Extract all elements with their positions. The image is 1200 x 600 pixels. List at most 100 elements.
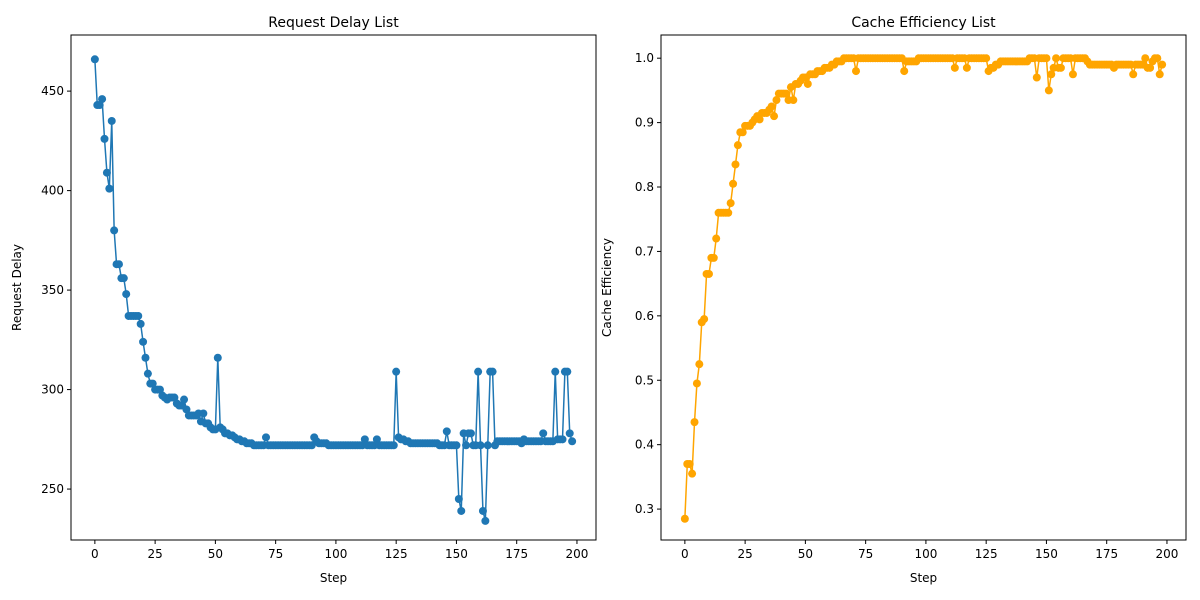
data-point <box>476 441 485 450</box>
y-tick-label: 400 <box>41 184 64 198</box>
y-tick-label: 350 <box>41 283 64 297</box>
data-point <box>1052 54 1061 63</box>
data-point <box>704 269 713 278</box>
data-line <box>684 55 1163 519</box>
data-point <box>139 337 148 346</box>
y-tick-label: 0.9 <box>635 116 654 130</box>
x-tick-label: 150 <box>1035 547 1058 561</box>
data-point <box>558 435 567 444</box>
data-point <box>982 54 991 63</box>
x-tick-label: 125 <box>385 547 408 561</box>
x-tick-label: 50 <box>798 547 813 561</box>
data-point <box>770 112 779 121</box>
data-point <box>1141 54 1150 63</box>
data-point <box>462 441 471 450</box>
data-point <box>98 95 107 104</box>
data-point <box>539 429 548 438</box>
data-point <box>1044 86 1053 95</box>
data-point <box>755 115 764 124</box>
data-point <box>789 96 798 105</box>
data-point <box>466 429 475 438</box>
data-point <box>100 134 109 143</box>
y-axis-label: Cache Efficiency <box>600 238 614 337</box>
data-point <box>950 63 959 72</box>
x-tick-label: 100 <box>324 547 347 561</box>
y-tick-label: 0.6 <box>635 309 654 323</box>
data-point <box>1047 70 1056 79</box>
y-tick-label: 0.8 <box>635 180 654 194</box>
chart-title: Request Delay List <box>268 15 399 31</box>
data-point <box>1146 63 1155 72</box>
data-point <box>134 311 143 320</box>
data-point <box>141 353 150 362</box>
data-point <box>782 89 791 98</box>
y-tick-label: 1.0 <box>635 51 654 65</box>
data-point <box>442 427 451 436</box>
data-point <box>143 369 152 378</box>
data-point <box>122 290 131 299</box>
data-point <box>102 168 111 177</box>
y-axis-label: Request Delay <box>10 244 24 331</box>
data-line <box>94 59 573 522</box>
data-point <box>726 199 735 208</box>
data-point <box>481 516 490 525</box>
data-point <box>213 353 222 362</box>
data-point <box>478 506 487 515</box>
data-point <box>772 96 781 105</box>
data-point <box>767 102 776 111</box>
data-point <box>692 379 701 388</box>
data-point <box>454 495 463 504</box>
data-point <box>690 418 699 427</box>
data-point <box>852 67 861 76</box>
data-point <box>474 367 483 376</box>
y-tick-label: 0.5 <box>635 373 654 387</box>
x-tick-label: 175 <box>505 547 528 561</box>
data-point <box>199 409 208 418</box>
data-point <box>712 234 721 243</box>
data-point <box>709 253 718 262</box>
y-tick-label: 0.3 <box>635 502 654 516</box>
data-point <box>457 506 466 515</box>
data-point <box>110 226 119 235</box>
data-point <box>389 441 398 450</box>
data-point <box>729 179 738 188</box>
data-point <box>262 433 271 442</box>
y-tick-label: 250 <box>41 482 64 496</box>
data-point <box>738 128 747 137</box>
x-tick-label: 75 <box>858 547 873 561</box>
data-point <box>488 367 497 376</box>
data-point <box>733 141 742 150</box>
data-point <box>1032 73 1041 82</box>
x-tick-label: 0 <box>681 547 689 561</box>
x-tick-label: 175 <box>1095 547 1118 561</box>
data-point <box>90 55 99 64</box>
y-tick-label: 0.4 <box>635 438 654 452</box>
data-point <box>180 395 189 404</box>
data-point <box>962 63 971 72</box>
x-tick-label: 200 <box>566 547 589 561</box>
x-tick-label: 0 <box>91 547 99 561</box>
x-axis-label: Step <box>910 571 937 585</box>
data-point <box>551 367 560 376</box>
data-point <box>563 367 572 376</box>
y-tick-label: 300 <box>41 383 64 397</box>
data-point <box>105 184 114 193</box>
data-point <box>1056 63 1065 72</box>
data-point <box>695 360 704 369</box>
chart-title: Cache Efficiency List <box>851 15 996 31</box>
x-tick-label: 25 <box>147 547 162 561</box>
data-point <box>1042 54 1051 63</box>
data-point <box>107 116 116 125</box>
plot-frame <box>70 34 597 541</box>
data-point <box>119 274 128 283</box>
data-point <box>114 260 123 269</box>
data-point <box>392 367 401 376</box>
data-point <box>731 160 740 169</box>
x-tick-label: 150 <box>445 547 468 561</box>
plot-frame <box>660 34 1187 541</box>
x-tick-label: 125 <box>975 547 998 561</box>
data-point <box>483 441 492 450</box>
x-tick-label: 50 <box>208 547 223 561</box>
data-point <box>680 514 689 523</box>
